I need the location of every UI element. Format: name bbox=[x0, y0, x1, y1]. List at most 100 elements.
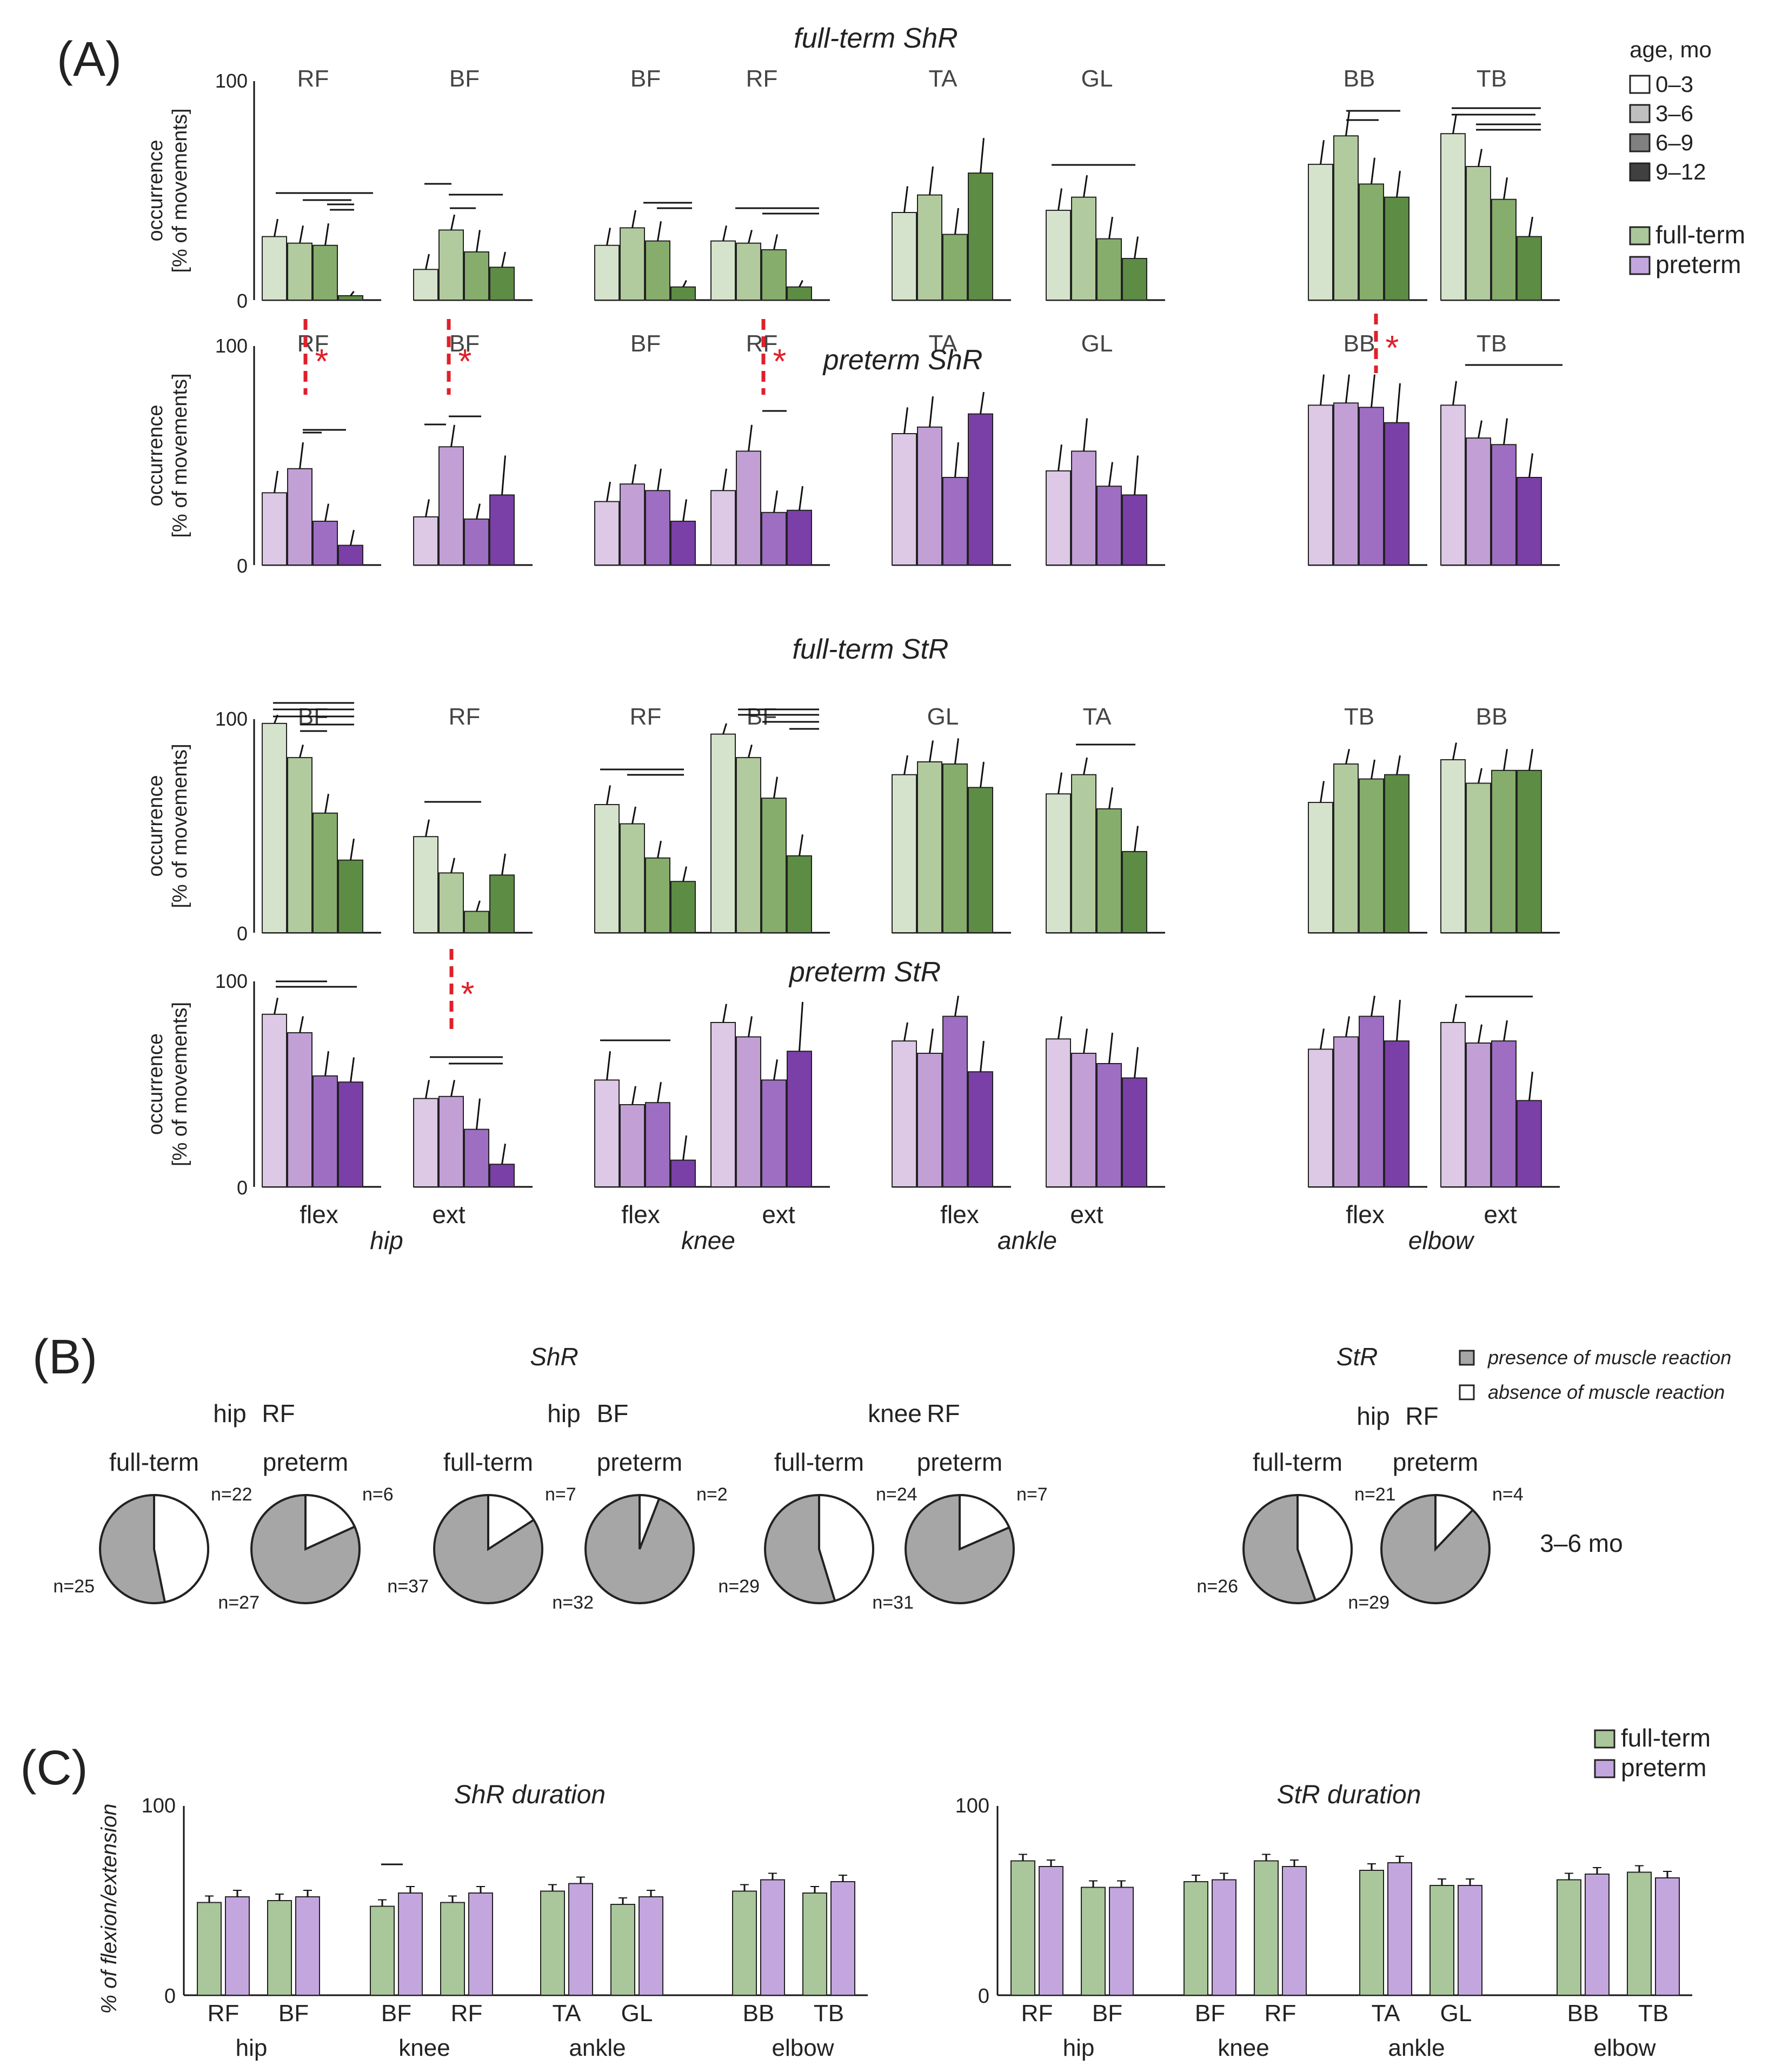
bar-full-term bbox=[1429, 1885, 1454, 1996]
pie-n-absent: n=21 bbox=[1354, 1484, 1396, 1505]
error-bar bbox=[425, 819, 430, 837]
error-bar bbox=[722, 225, 727, 241]
pie-group-label: full-term bbox=[774, 1448, 864, 1476]
error-bar bbox=[1528, 453, 1533, 478]
bar-full-term bbox=[732, 1890, 757, 1996]
joint-label: knee bbox=[1218, 2035, 1269, 2061]
pie-group-label: preterm bbox=[917, 1448, 1002, 1476]
error-bar bbox=[1320, 781, 1325, 803]
error-bar bbox=[954, 208, 959, 235]
error-bar bbox=[1452, 1004, 1457, 1023]
muscle-label: GL bbox=[1081, 65, 1113, 92]
x-label-muscle: BF bbox=[381, 2000, 411, 2027]
error-bar bbox=[1058, 444, 1062, 471]
muscle-label: BF bbox=[747, 703, 777, 730]
error-bar bbox=[631, 464, 636, 484]
muscle-label: TB bbox=[1477, 330, 1507, 357]
y-tick-100: 100 bbox=[955, 1795, 989, 1817]
panel-label-B: (B) bbox=[32, 1330, 97, 1384]
bar-preterm bbox=[225, 1896, 250, 1996]
y-axis-label-units: [% of movements] bbox=[169, 743, 191, 908]
error-bar bbox=[929, 396, 934, 428]
error-bar bbox=[1058, 188, 1062, 211]
bar bbox=[1096, 238, 1122, 301]
bar bbox=[1046, 1038, 1071, 1188]
bar bbox=[942, 234, 968, 301]
pie-section-title: StR bbox=[1336, 1343, 1378, 1371]
bar bbox=[968, 787, 993, 934]
y-tick-0: 0 bbox=[237, 1177, 248, 1199]
error-bar bbox=[1452, 381, 1457, 406]
significance-star: * bbox=[1386, 328, 1399, 367]
error-bar bbox=[1108, 462, 1113, 487]
pie-n-present: n=25 bbox=[53, 1576, 95, 1597]
error-bar bbox=[631, 806, 636, 824]
bar bbox=[1440, 404, 1466, 566]
error-bar bbox=[324, 794, 329, 814]
x-label-flex: flex bbox=[300, 1200, 338, 1228]
error-bar bbox=[299, 1016, 304, 1033]
bar-full-term bbox=[1254, 1860, 1279, 1996]
bar bbox=[594, 804, 620, 933]
y-axis-label-units: [% of movements] bbox=[169, 373, 191, 537]
error-bar bbox=[748, 1016, 753, 1037]
joint-label: elbow bbox=[1408, 1226, 1475, 1254]
bar bbox=[1359, 778, 1384, 933]
legend-absence: absence of muscle reaction bbox=[1488, 1381, 1725, 1403]
bar-full-term bbox=[1081, 1887, 1106, 1996]
x-label-muscle: TA bbox=[1372, 2000, 1401, 2027]
panel-title: preterm ShR bbox=[822, 344, 983, 376]
panel-label-A: (A) bbox=[57, 32, 122, 87]
bar bbox=[312, 521, 338, 566]
bar bbox=[1384, 1040, 1409, 1187]
joint-label: hip bbox=[236, 2035, 268, 2061]
bar bbox=[892, 774, 917, 933]
bar bbox=[594, 244, 620, 301]
bar-preterm bbox=[1212, 1879, 1236, 1996]
pie-group-label: full-term bbox=[109, 1448, 199, 1476]
error-bar bbox=[1083, 1028, 1088, 1054]
bar bbox=[594, 1079, 620, 1188]
bar bbox=[1440, 133, 1466, 301]
muscle-label: RF bbox=[297, 330, 329, 357]
significance-star: * bbox=[461, 974, 475, 1013]
bar bbox=[287, 757, 312, 933]
muscle-label: RF bbox=[630, 703, 662, 730]
error-bar bbox=[1396, 383, 1401, 423]
error-bar bbox=[1371, 759, 1375, 779]
error-bar bbox=[606, 228, 611, 246]
error-bar bbox=[799, 486, 803, 510]
panel-title: StR duration bbox=[1277, 1781, 1421, 1809]
joint-label: hip bbox=[1063, 2035, 1095, 2061]
bar-full-term bbox=[1557, 1879, 1581, 1996]
pie-n-present: n=32 bbox=[552, 1592, 594, 1613]
error-bar bbox=[450, 858, 455, 873]
pie-n-present: n=37 bbox=[387, 1576, 429, 1597]
bar bbox=[1096, 486, 1122, 566]
muscle-label: BF bbox=[449, 65, 480, 92]
error-bar bbox=[773, 234, 778, 250]
bar bbox=[1384, 774, 1409, 933]
bar bbox=[338, 295, 363, 301]
bar bbox=[262, 492, 287, 566]
error-bar bbox=[980, 761, 985, 788]
bar-preterm bbox=[1282, 1866, 1307, 1996]
error-bar bbox=[501, 251, 506, 268]
bar-full-term bbox=[540, 1890, 565, 1996]
error-bar bbox=[450, 1080, 455, 1097]
bar bbox=[1046, 209, 1071, 301]
legend-swatch bbox=[1629, 256, 1651, 275]
bar-preterm bbox=[830, 1881, 855, 1996]
x-label-muscle: RF bbox=[1265, 2000, 1296, 2027]
pie-group-label: full-term bbox=[443, 1448, 533, 1476]
error-bar bbox=[1134, 236, 1139, 259]
legend-swatch bbox=[1629, 133, 1651, 152]
error-bar bbox=[903, 1022, 908, 1041]
pie-n-absent: n=2 bbox=[696, 1484, 728, 1505]
error-bar bbox=[324, 1051, 329, 1076]
x-label-ext: ext bbox=[762, 1200, 795, 1228]
bar bbox=[413, 269, 438, 301]
bar bbox=[1517, 769, 1542, 934]
pie-group-label: preterm bbox=[263, 1448, 348, 1476]
bar bbox=[1122, 1077, 1147, 1187]
